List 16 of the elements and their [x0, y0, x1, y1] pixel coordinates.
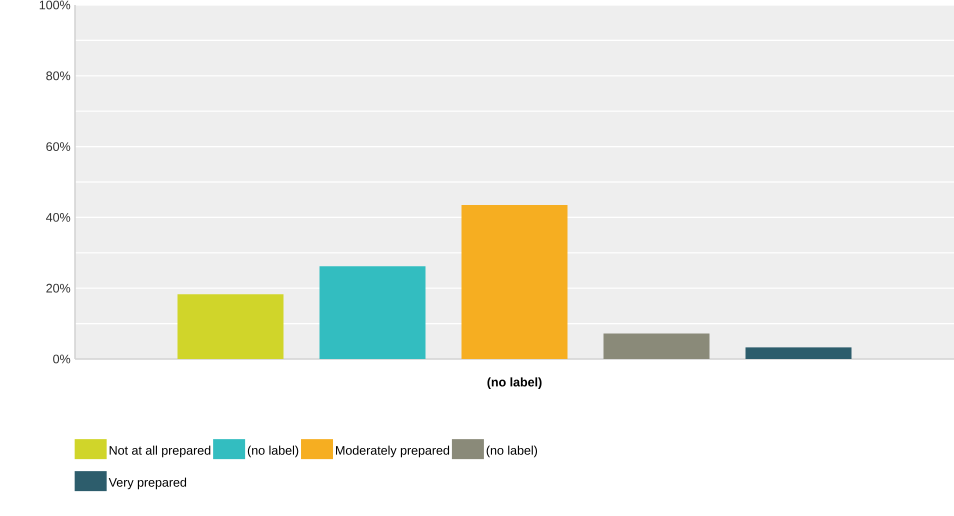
legend-label: (no label) [248, 446, 298, 458]
y-tick-label: 60% [46, 142, 70, 152]
bar [604, 334, 710, 359]
bar [746, 347, 852, 359]
bar [320, 266, 426, 359]
y-tick-label: 0% [53, 354, 70, 364]
bar [178, 294, 284, 359]
bar [462, 205, 568, 359]
legend-label: Not at all prepared [110, 446, 210, 458]
y-tick-label: 20% [46, 284, 70, 293]
y-tick-label: 40% [46, 213, 70, 222]
legend-label: Moderately prepared [336, 446, 450, 458]
y-tick-label: 100% [40, 0, 70, 10]
y-tick-label: 80% [46, 71, 70, 80]
legend-label: (no label) [486, 446, 538, 458]
legend-label: Very prepared [108, 478, 186, 490]
